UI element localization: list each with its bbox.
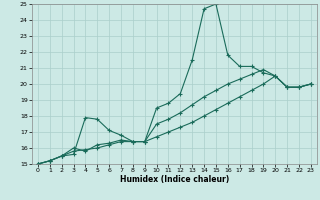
X-axis label: Humidex (Indice chaleur): Humidex (Indice chaleur) (120, 175, 229, 184)
